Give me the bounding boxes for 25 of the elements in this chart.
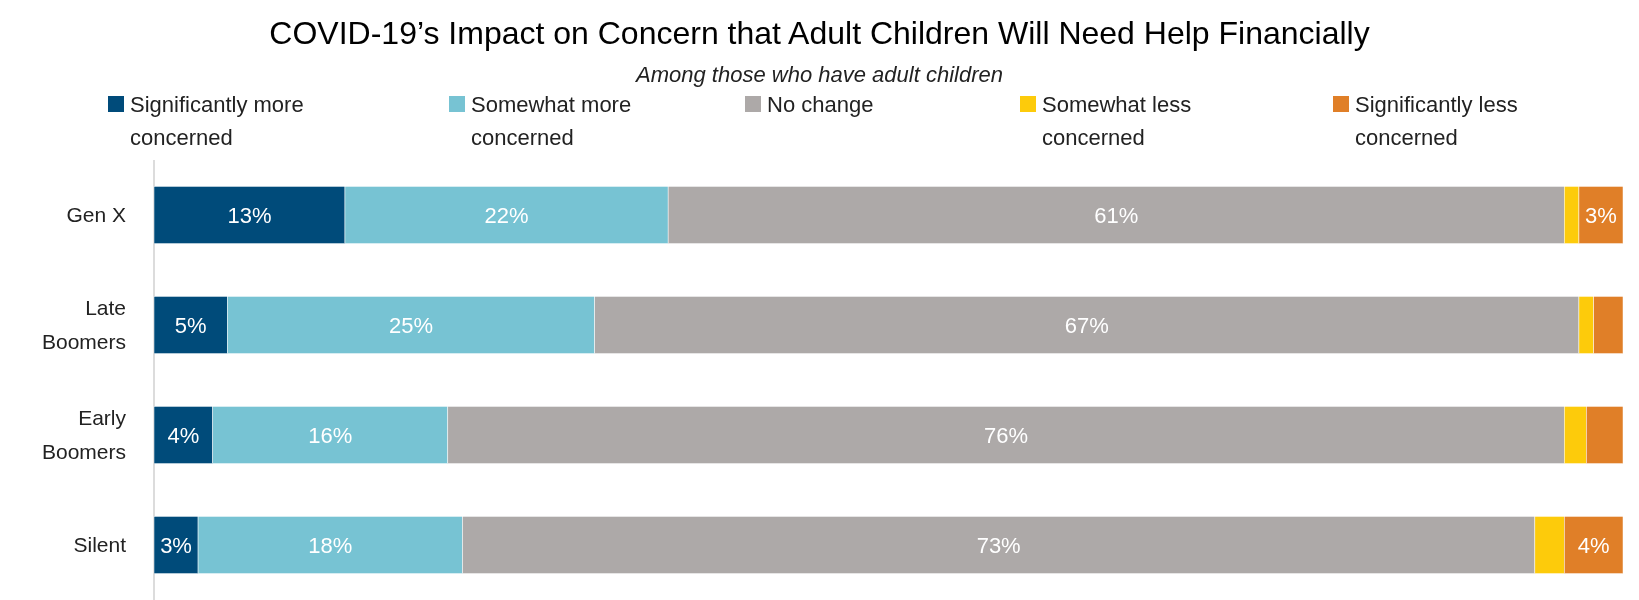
data-label: 73%: [976, 533, 1021, 558]
data-label: 5%: [174, 313, 207, 338]
legend-label: Somewhat more concerned: [471, 92, 632, 150]
data-label: 18%: [308, 533, 353, 558]
legend-label: Significantly less concerned: [1355, 92, 1518, 150]
legend-label: No change: [767, 92, 874, 117]
data-label: 67%: [1064, 313, 1109, 338]
chart-title: COVID-19’s Impact on Concern that Adult Children Will Need Help Financially: [269, 15, 1370, 51]
legend-label: Somewhat less concerned: [1042, 92, 1192, 150]
y-tick-label: Gen X: [66, 203, 126, 226]
data-label: 76%: [984, 423, 1029, 448]
data-label: 3%: [160, 533, 192, 558]
data-label: 61%: [1094, 203, 1139, 228]
data-label: 13%: [227, 203, 272, 228]
data-label: 3%: [1585, 203, 1617, 228]
data-label: 16%: [308, 423, 353, 448]
data-label: 25%: [389, 313, 434, 338]
legend-label: Significantly more concerned: [130, 92, 304, 150]
data-label: 4%: [167, 423, 200, 448]
data-label: 22%: [484, 203, 529, 228]
data-label: 4%: [1577, 533, 1610, 558]
y-tick-label: Early Boomers: [41, 406, 127, 463]
chart-subtitle: Among those who have adult children: [634, 62, 1003, 87]
y-tick-label: Late Boomers: [41, 296, 126, 353]
y-tick-label: Silent: [73, 533, 127, 556]
